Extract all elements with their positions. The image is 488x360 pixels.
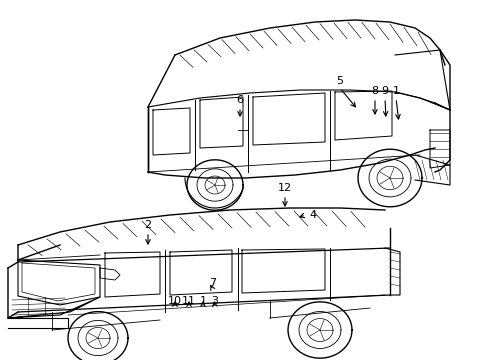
Text: 3: 3 — [211, 296, 218, 306]
Text: 7: 7 — [209, 278, 216, 288]
Text: 2: 2 — [144, 220, 151, 230]
Text: 6: 6 — [236, 95, 243, 105]
Text: 5: 5 — [336, 76, 343, 86]
Text: 11: 11 — [182, 296, 196, 306]
Text: 4: 4 — [308, 210, 315, 220]
Text: 8: 8 — [371, 86, 378, 96]
Text: 1: 1 — [199, 296, 206, 306]
Text: 1: 1 — [392, 86, 399, 96]
Text: 9: 9 — [381, 86, 388, 96]
Text: 12: 12 — [277, 183, 291, 193]
Text: 10: 10 — [168, 296, 182, 306]
